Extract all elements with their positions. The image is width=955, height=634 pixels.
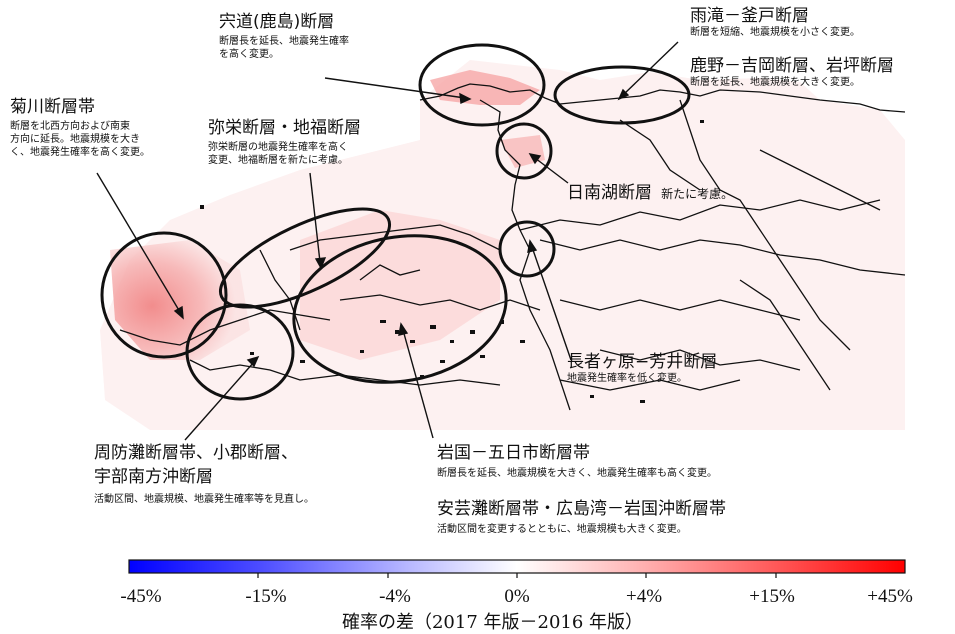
label-iwakuni-title: 岩国－五日市断層帯 xyxy=(437,443,590,463)
fault-highlight-ellipses xyxy=(100,43,691,401)
legend-tick-label: +15% xyxy=(749,586,795,607)
label-hinan-title: 日南湖断層 xyxy=(567,183,652,203)
ellipse-shinji xyxy=(418,43,546,127)
label-kikugawa: 菊川断層帯 断層を北西方向および南東 方向に延長。地震規模を大き く、地震発生確… xyxy=(10,97,150,159)
label-nagaja: 長者ヶ原−芳井断層 地震発生確率を低く変更。 xyxy=(567,352,717,385)
label-nagaja-line1: 地震発生確率を低く変更。 xyxy=(567,373,687,384)
legend-tick-label: +4% xyxy=(625,586,663,607)
label-shinji-line1: 断層長を延長、地震発生確率 xyxy=(219,36,349,47)
ellipse-kikugawa xyxy=(100,231,228,359)
ellipse-yasaka xyxy=(218,207,392,309)
ellipse-amedaki xyxy=(553,65,691,125)
leader-arrows xyxy=(96,41,679,441)
label-shinji: 宍道(鹿島)断層 断層長を延長、地震発生確率 を高く変更。 xyxy=(219,12,349,61)
ellipse-nagaja xyxy=(498,220,556,278)
label-yasaka-title: 弥栄断層・地福断層 xyxy=(208,118,361,138)
label-shinji-line2: を高く変更。 xyxy=(219,49,279,60)
label-aki-title: 安芸灘断層帯・広島湾－岩国沖断層帯 xyxy=(437,499,726,519)
label-suonada-title2: 宇部南方沖断層 xyxy=(94,467,213,487)
legend-tick-label: -15% xyxy=(245,586,287,607)
ellipse-suonada xyxy=(185,303,295,401)
boundary-lines xyxy=(119,83,906,411)
ellipse-iwakuni xyxy=(292,234,508,384)
label-yasaka: 弥栄断層・地福断層 弥栄断層の地震発生確率を高く 変更、地福断層を新たに考慮。 xyxy=(208,118,361,167)
label-yasaka-line2: 変更、地福断層を新たに考慮。 xyxy=(208,155,348,166)
label-nagaja-title: 長者ヶ原−芳井断層 xyxy=(567,352,718,372)
legend-title: 確率の差（2017 年版－2016 年版） xyxy=(0,608,955,634)
label-iwakuni-line1: 断層長を延長、地震規模を大きく、地震発生確率も高く変更。 xyxy=(437,468,717,479)
legend-tick-label: 0% xyxy=(504,586,530,607)
label-suonada-line1: 活動区間、地震規模、地震発生確率等を見直し。 xyxy=(94,494,314,505)
label-aki-line1: 活動区間を変更するとともに、地震規模も大きく変更。 xyxy=(437,524,687,535)
label-amedaki: 雨滝－釜戸断層 断層を短縮、地震規模を小さく変更。 xyxy=(690,6,860,39)
label-yasaka-line1: 弥栄断層の地震発生確率を高く xyxy=(208,142,348,153)
label-kikugawa-line3: く、地震発生確率を高く変更。 xyxy=(10,147,150,158)
legend-tick-label: +45% xyxy=(867,586,913,607)
label-kikugawa-line2: 方向に延長。地震規模を大き xyxy=(10,134,140,145)
label-suonada-title1: 周防灘断層帯、小郡断層、 xyxy=(94,443,298,463)
legend-tick-label: -45% xyxy=(120,586,162,607)
legend-tick-label: -4% xyxy=(379,586,411,607)
label-amedaki-line1: 断層を短縮、地震規模を小さく変更。 xyxy=(690,27,860,38)
label-amedaki-title: 雨滝－釜戸断層 xyxy=(690,6,809,26)
label-iwakuni: 岩国－五日市断層帯 断層長を延長、地震規模を大きく、地震発生確率も高く変更。 xyxy=(437,441,717,480)
label-shikano-line1: 断層を延長、地震規模を大きく変更。 xyxy=(690,77,860,88)
label-kikugawa-line1: 断層を北西方向および南東 xyxy=(10,121,130,132)
label-kikugawa-title: 菊川断層帯 xyxy=(10,97,95,117)
label-shikano: 鹿野－吉岡断層、岩坪断層 断層を延長、地震規模を大きく変更。 xyxy=(690,56,894,89)
label-shinji-title: 宍道(鹿島)断層 xyxy=(219,12,335,32)
legend-title-text: 確率の差（2017 年版－2016 年版） xyxy=(341,612,644,633)
legend-tick-marks xyxy=(257,573,777,578)
land-area xyxy=(100,60,905,430)
label-hinan-note: 新たに考慮。 xyxy=(661,187,734,201)
label-aki: 安芸灘断層帯・広島湾－岩国沖断層帯 活動区間を変更するとともに、地震規模も大きく… xyxy=(437,497,726,536)
ellipse-hinan xyxy=(495,122,553,180)
legend-colorbar xyxy=(128,559,906,574)
label-hinan: 日南湖断層 新たに考慮。 xyxy=(567,183,733,203)
label-suonada: 周防灘断層帯、小郡断層、 宇部南方沖断層 活動区間、地震規模、地震発生確率等を見… xyxy=(94,441,314,506)
label-shikano-title: 鹿野－吉岡断層、岩坪断層 xyxy=(690,56,894,76)
